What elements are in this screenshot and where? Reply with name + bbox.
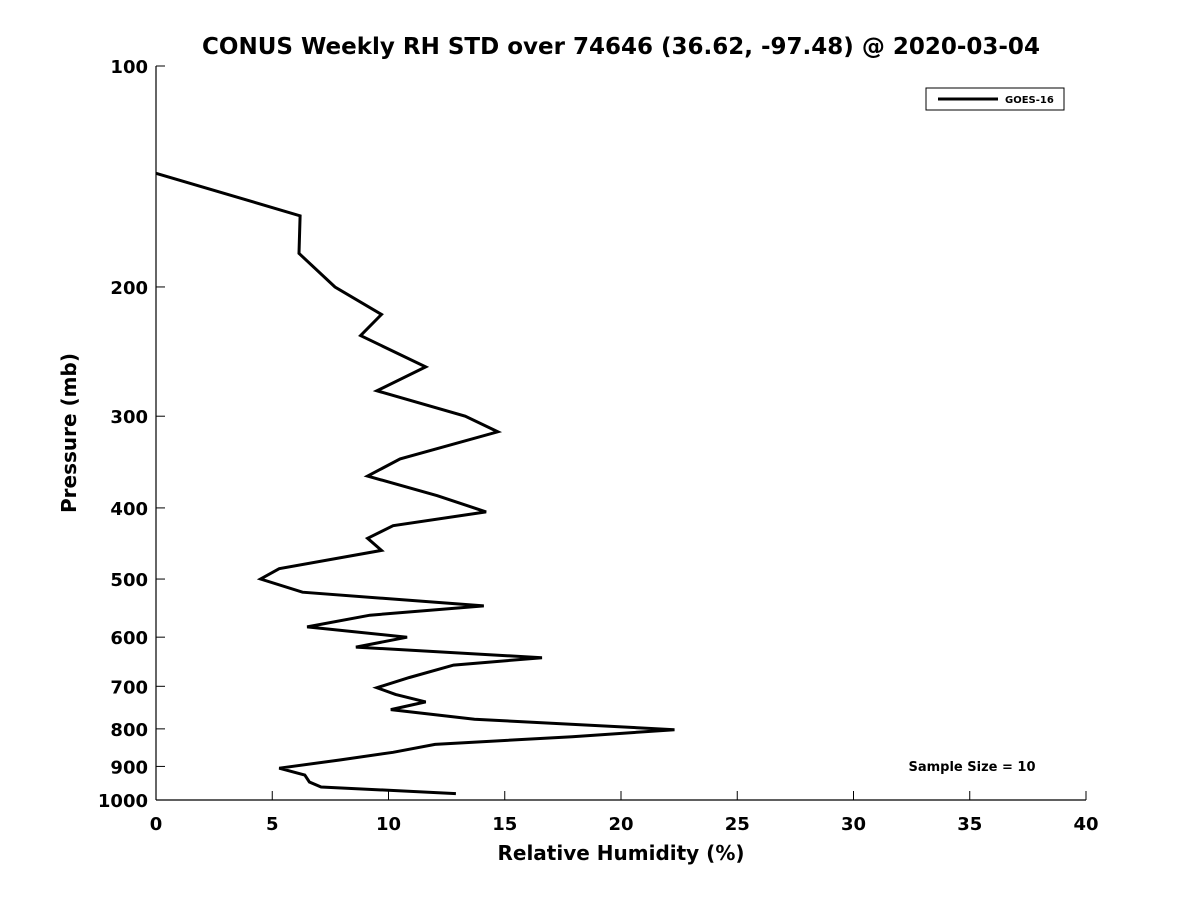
series-line-goes-16	[155, 171, 675, 796]
y-tick-label: 800	[110, 720, 148, 741]
y-tick-label: 700	[110, 677, 148, 698]
sample-size-annotation: Sample Size = 10	[908, 760, 1035, 775]
x-tick-label: 15	[492, 814, 517, 835]
y-axis-label: Pressure (mb)	[57, 353, 81, 513]
chart-title: CONUS Weekly RH STD over 74646 (36.62, -…	[202, 34, 1040, 60]
x-tick-label: 0	[150, 814, 163, 835]
y-tick-label: 300	[110, 407, 148, 428]
x-tick-label: 25	[725, 814, 750, 835]
y-tick-label: 400	[110, 499, 148, 520]
y-tick-label: 500	[110, 570, 148, 591]
x-tick-label: 20	[608, 814, 633, 835]
x-tick-label: 35	[957, 814, 982, 835]
y-tick-label: 100	[110, 57, 148, 78]
legend: GOES-16	[925, 87, 1065, 111]
y-ticks: 100 200 300 400 500 600 700 800 900 1000	[98, 57, 165, 812]
y-tick-label: 200	[110, 278, 148, 299]
x-tick-label: 10	[376, 814, 401, 835]
x-tick-label: 5	[266, 814, 279, 835]
plot-area: 0 5 10 15 20 25 30 35 40 100 200 300 400 500 600 700 80…	[98, 57, 1099, 835]
x-tick-label: 40	[1073, 814, 1098, 835]
series-layer	[155, 171, 675, 796]
x-ticks: 0 5 10 15 20 25 30 35 40	[150, 791, 1099, 835]
y-tick-label: 1000	[98, 791, 148, 812]
x-tick-label: 30	[841, 814, 866, 835]
x-axis-label: Relative Humidity (%)	[497, 841, 744, 865]
y-tick-label: 600	[110, 628, 148, 649]
legend-label-goes-16: GOES-16	[1005, 95, 1054, 106]
y-tick-label: 900	[110, 757, 148, 778]
